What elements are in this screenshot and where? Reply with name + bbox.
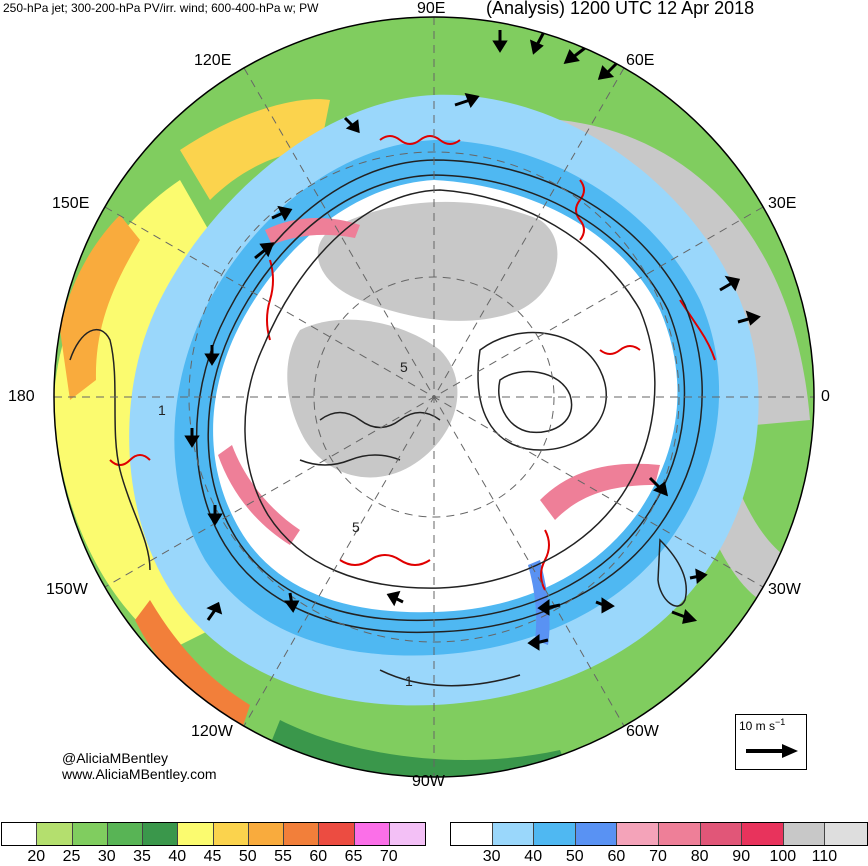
credit-twitter: @AliciaMBentley: [62, 750, 169, 766]
pw-colorbar-tick-label: 50: [238, 848, 257, 865]
pw-colorbar-tick-label: 25: [62, 848, 81, 865]
pw-colorbar-swatch: [354, 823, 390, 845]
pw-colorbar-swatch: [389, 823, 425, 845]
pw-colorbar: [1, 822, 426, 846]
credit-website: www.AliciaMBentley.com: [62, 766, 217, 782]
contour-label: 1: [158, 402, 166, 418]
pw-colorbar-swatch: [248, 823, 284, 845]
pw-orange-west: [60, 215, 140, 400]
jet-colorbar-swatch: [534, 823, 576, 845]
pw-colorbar-swatch: [213, 823, 249, 845]
lon-label-120w: 120W: [191, 723, 233, 740]
jet-colorbar-tick-label: 30: [482, 848, 501, 865]
pw-colorbar-tick-label: 35: [133, 848, 151, 865]
lon-label-120e: 120E: [194, 52, 232, 69]
pw-colorbar-swatch: [284, 823, 320, 845]
pw-colorbar-tick-label: 55: [274, 848, 292, 865]
jet-colorbar-tick-label: 40: [524, 848, 543, 865]
pw-colorbar-tick-label: 40: [168, 848, 187, 865]
jet-colorbar-swatch: [575, 823, 618, 845]
jet-colorbar-swatch: [825, 823, 867, 845]
jet-streak-southeast: [540, 463, 660, 520]
gray-interior-center: [287, 319, 458, 478]
ascent-contours: [109, 135, 716, 591]
irrotational-wind-vectors: [184, 29, 761, 651]
pw-colorbar-tick-label: 20: [27, 848, 46, 865]
jet-colorbar-tick-label: 60: [607, 848, 626, 865]
jet-colorbar-swatch: [700, 823, 743, 845]
map-title-time: (Analysis) 1200 UTC 12 Apr 2018: [486, 0, 755, 18]
pw-colorbar-swatch: [72, 823, 108, 845]
jet-streak-south: [528, 560, 550, 645]
reference-arrow-icon: [746, 744, 798, 758]
pw-orange-southwest: [135, 600, 250, 735]
jet-colorbar-tick-label: 100: [769, 848, 797, 865]
vector-key-label: 10 m s−1: [739, 717, 785, 733]
contour-label: 1: [405, 673, 413, 689]
jet-colorbar-swatch: [492, 823, 535, 845]
pw-colorbar-swatch: [107, 823, 143, 845]
lon-label-180: 180: [8, 388, 35, 405]
jet-contours: [69, 159, 703, 687]
jet-colorbar-tick-label: 90: [732, 848, 751, 865]
lon-label-30e: 30E: [768, 195, 797, 212]
pw-colorbar-swatch: [2, 823, 38, 845]
pw-colorbar-swatch: [37, 823, 73, 845]
lon-label-60w: 60W: [626, 723, 659, 740]
jet-colorbar-tick-label: 70: [649, 848, 667, 865]
jet-colorbar-tick-label: 80: [690, 848, 709, 865]
pw-colorbar-tick-label: 65: [344, 848, 363, 865]
jet-colorbar-swatch: [783, 823, 826, 845]
lon-label-0: 0: [821, 388, 830, 405]
pw-colorbar-swatch: [178, 823, 214, 845]
pw-colorbar-tick-label: 60: [309, 848, 328, 865]
map-title-fields: 250-hPa jet; 300-200-hPa PV/irr. wind; 6…: [3, 1, 319, 15]
map-outline: [53, 16, 815, 778]
pw-colorbar-tick-label: 30: [97, 848, 116, 865]
jet-colorbar-swatch: [658, 823, 701, 845]
jet-colorbar-swatch: [617, 823, 659, 845]
jet-streak-southwest: [218, 445, 300, 545]
lon-label-90e: 90E: [417, 0, 446, 17]
vector-reference-key: 10 m s−1: [735, 714, 807, 770]
contour-label: 5: [400, 359, 408, 375]
vector-key-exponent: −1: [775, 717, 786, 727]
jet-colorbar-swatch: [451, 823, 493, 845]
lon-label-150e: 150E: [52, 195, 90, 212]
contour-label: 5: [352, 519, 360, 535]
jet-colorbar-tick-label: 50: [565, 848, 584, 865]
lon-label-30w: 30W: [768, 581, 801, 598]
lon-label-90w: 90W: [412, 773, 445, 790]
jet-colorbar-swatch: [742, 823, 784, 845]
pw-colorbar-tick-label: 45: [203, 848, 222, 865]
jet-colorbar-tick-label: 110: [811, 848, 838, 865]
pw-colorbar-tick-label: 70: [379, 848, 398, 865]
vector-key-units: 10 m s: [739, 719, 776, 733]
pw-colorbar-swatch: [319, 823, 355, 845]
lon-label-150w: 150W: [46, 581, 88, 598]
jet-streak-northwest: [265, 218, 360, 245]
lon-label-60e: 60E: [626, 52, 655, 69]
pw-yellow-northwest: [180, 99, 330, 200]
jet-colorbar: [450, 822, 868, 846]
graticule: [54, 17, 814, 777]
pw-colorbar-swatch: [143, 823, 179, 845]
